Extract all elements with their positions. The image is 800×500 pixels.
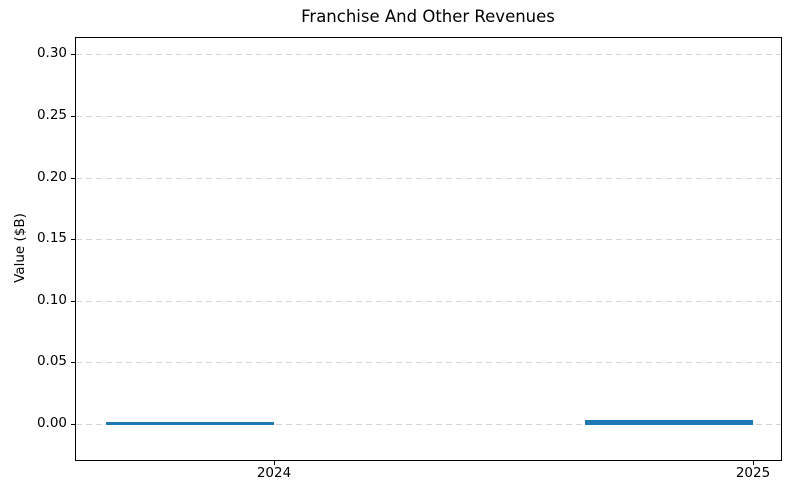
bar-2024 (106, 421, 274, 425)
y-tick-label: 0.00 (36, 415, 67, 432)
y-tick-label: 0.10 (36, 291, 67, 308)
chart-title: Franchise And Other Revenues (301, 7, 555, 26)
y-axis-label: Value ($B) (12, 213, 28, 283)
y-tick-mark (71, 177, 75, 179)
x-tick-label: 2025 (735, 465, 771, 481)
y-tick-label: 0.30 (36, 45, 67, 62)
y-tick-label: 0.15 (36, 230, 67, 247)
y-tick-mark (71, 424, 75, 426)
y-tick-mark (71, 300, 75, 302)
y-tick-label: 0.20 (36, 168, 67, 185)
y-tick-mark (71, 239, 75, 241)
x-tick-label: 2024 (256, 465, 292, 481)
y-tick-label: 0.05 (36, 353, 67, 370)
x-tick-mark (753, 461, 754, 465)
y-tick-mark (71, 115, 75, 117)
y-tick-mark (71, 54, 75, 56)
bar-2025 (585, 420, 753, 425)
y-tick-mark (71, 362, 75, 364)
plot-area (75, 37, 782, 461)
x-tick-mark (274, 461, 275, 465)
y-tick-label: 0.25 (36, 106, 67, 123)
